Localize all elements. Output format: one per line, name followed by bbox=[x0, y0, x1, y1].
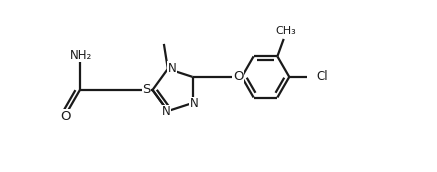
Text: O: O bbox=[233, 70, 243, 83]
Text: O: O bbox=[60, 110, 71, 122]
Text: Cl: Cl bbox=[316, 70, 328, 83]
Text: N: N bbox=[190, 97, 198, 110]
Text: N: N bbox=[162, 105, 170, 118]
Text: S: S bbox=[142, 83, 151, 96]
Text: CH₃: CH₃ bbox=[275, 26, 296, 36]
Text: N: N bbox=[167, 62, 176, 75]
Text: NH₂: NH₂ bbox=[70, 49, 93, 62]
